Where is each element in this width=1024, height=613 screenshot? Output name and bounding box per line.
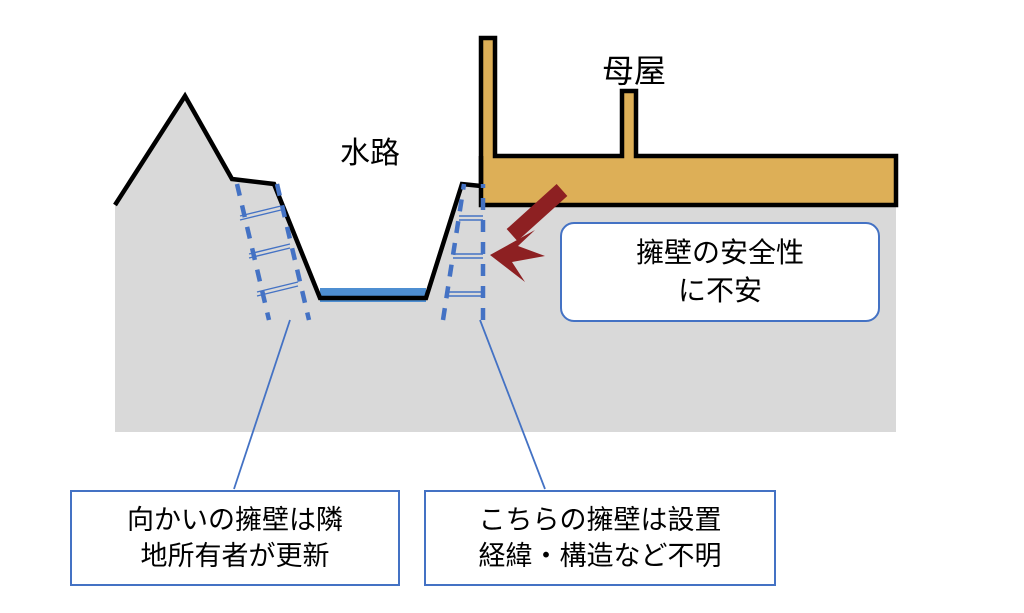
safety-callout: 擁壁の安全性 に不安: [560, 222, 880, 322]
safety-callout-line1: 擁壁の安全性: [636, 237, 804, 268]
house-shape: [481, 38, 896, 205]
right-note-line2: 経緯・構造など不明: [479, 541, 722, 571]
right-note-box: こちらの擁壁は設置 経緯・構造など不明: [424, 490, 776, 586]
left-note-line2: 地所有者が更新: [141, 541, 330, 571]
left-note-box: 向かいの擁壁は隣 地所有者が更新: [70, 490, 400, 586]
channel-label: 水路: [340, 128, 400, 172]
house-label: 母屋: [602, 46, 666, 92]
left-note-line1: 向かいの擁壁は隣: [127, 505, 343, 535]
safety-callout-line2: に不安: [678, 275, 762, 306]
right-note-line1: こちらの擁壁は設置: [479, 505, 722, 535]
